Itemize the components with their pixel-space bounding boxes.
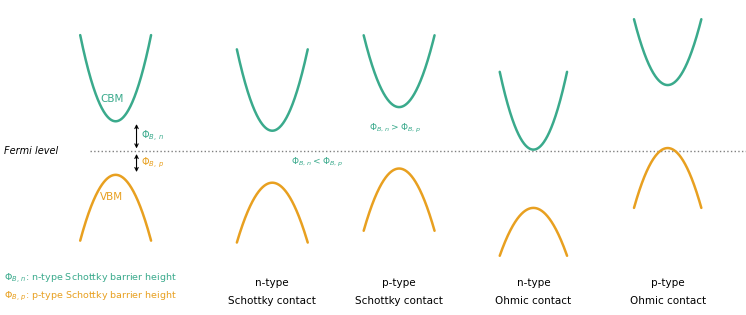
Text: $\Phi_{B,\,n}$: $\Phi_{B,\,n}$ <box>141 129 164 144</box>
Text: Schottky contact: Schottky contact <box>355 295 443 306</box>
Text: CBM: CBM <box>100 94 124 104</box>
Text: n-type: n-type <box>516 278 551 288</box>
Text: $\Phi_{B,\,p}$: p-type Schottky barrier height: $\Phi_{B,\,p}$: p-type Schottky barrier … <box>4 290 177 303</box>
Text: $\Phi_{B,\,n}$: n-type Schottky barrier height: $\Phi_{B,\,n}$: n-type Schottky barrier … <box>4 271 177 285</box>
Text: VBM: VBM <box>101 192 123 202</box>
Text: p-type: p-type <box>382 278 416 288</box>
Text: p-type: p-type <box>651 278 685 288</box>
Text: $\Phi_{B,\,p}$: $\Phi_{B,\,p}$ <box>141 156 164 170</box>
Text: Schottky contact: Schottky contact <box>228 295 316 306</box>
Text: $\Phi_{B,\,n}>\Phi_{B,\,p}$: $\Phi_{B,\,n}>\Phi_{B,\,p}$ <box>369 122 421 135</box>
Text: Fermi level: Fermi level <box>4 146 58 156</box>
Text: $\Phi_{B,\,n}<\Phi_{B,\,p}$: $\Phi_{B,\,n}<\Phi_{B,\,p}$ <box>291 156 343 169</box>
Text: n-type: n-type <box>255 278 289 288</box>
Text: Ohmic contact: Ohmic contact <box>630 295 706 306</box>
Text: Ohmic contact: Ohmic contact <box>495 295 571 306</box>
